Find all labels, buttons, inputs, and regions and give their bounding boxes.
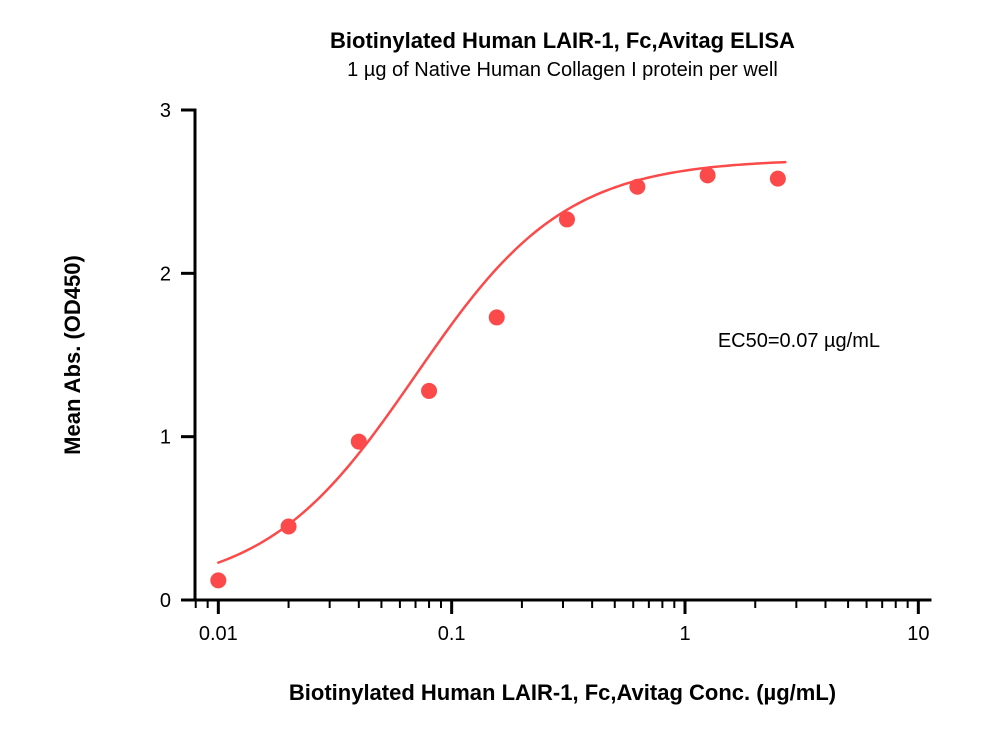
x-tick-label: 1 bbox=[679, 623, 690, 645]
y-axis-label: Mean Abs. (OD450) bbox=[60, 255, 85, 455]
y-tick-label: 1 bbox=[160, 427, 171, 449]
x-tick-label: 10 bbox=[907, 623, 929, 645]
data-point bbox=[281, 519, 297, 535]
data-point bbox=[210, 572, 226, 588]
y-tick-label: 0 bbox=[160, 590, 171, 612]
x-ticks: 0.01 0.1 1 10 bbox=[196, 600, 930, 645]
ec50-annotation: EC50=0.07 µg/mL bbox=[718, 330, 880, 352]
chart-title-main: Biotinylated Human LAIR-1, Fc,Avitag ELI… bbox=[330, 28, 795, 53]
data-point bbox=[559, 211, 575, 227]
x-tick-label: 0.01 bbox=[199, 623, 238, 645]
axes bbox=[195, 110, 930, 600]
data-points bbox=[210, 167, 786, 588]
chart-title-sub: 1 µg of Native Human Collagen I protein … bbox=[347, 59, 778, 81]
fit-curve bbox=[218, 162, 785, 563]
data-point bbox=[421, 383, 437, 399]
data-point bbox=[700, 167, 716, 183]
data-point bbox=[351, 434, 367, 450]
data-point bbox=[489, 309, 505, 325]
y-ticks: 0 1 2 3 bbox=[160, 100, 195, 612]
x-axis-label: Biotinylated Human LAIR-1, Fc,Avitag Con… bbox=[289, 680, 836, 705]
data-point bbox=[629, 179, 645, 195]
y-tick-label: 2 bbox=[160, 263, 171, 285]
data-point bbox=[770, 171, 786, 187]
chart-svg: Biotinylated Human LAIR-1, Fc,Avitag ELI… bbox=[0, 0, 1000, 751]
x-tick-label: 0.1 bbox=[438, 623, 466, 645]
chart-container: Biotinylated Human LAIR-1, Fc,Avitag ELI… bbox=[0, 0, 1000, 751]
y-tick-label: 3 bbox=[160, 100, 171, 122]
